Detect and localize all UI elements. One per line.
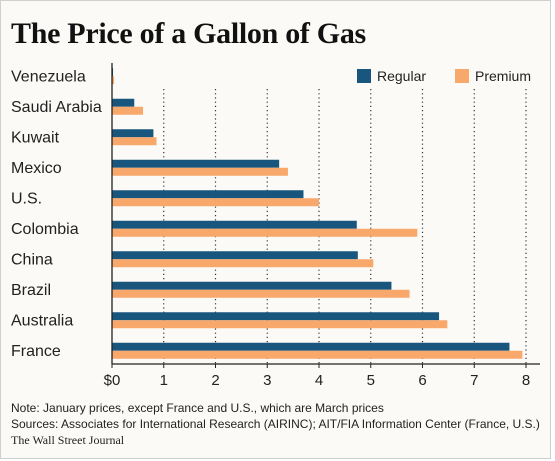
category-label: China — [11, 251, 53, 268]
bar-regular — [112, 220, 357, 229]
category-label: Mexico — [11, 160, 62, 177]
category-label: Kuwait — [11, 129, 60, 146]
bar-premium — [112, 106, 144, 115]
bar-regular — [112, 98, 135, 107]
category-label: Australia — [11, 312, 73, 329]
chart-title: The Price of a Gallon of Gas — [11, 17, 366, 50]
bar-premium — [112, 198, 319, 207]
bar-premium — [112, 320, 448, 329]
sources-text: Sources: Associates for International Re… — [11, 417, 540, 431]
category-label: Saudi Arabia — [11, 99, 102, 116]
bar-premium — [112, 259, 374, 268]
legend-swatch-premium — [455, 69, 469, 83]
category-label: Colombia — [11, 221, 79, 238]
x-tick-label: 1 — [160, 372, 168, 389]
credit-text: The Wall Street Journal — [11, 433, 125, 447]
bar-premium — [112, 137, 157, 146]
bar-regular — [112, 251, 358, 260]
legend-label-premium: Premium — [475, 68, 531, 84]
chart-notes: Note: January prices, except France and … — [11, 400, 540, 448]
bar-premium — [112, 289, 410, 298]
bar-regular — [112, 312, 440, 321]
bar-chart: Venezuela Saudi Arabia Kuwait Mexico U.S. Col… — [11, 63, 540, 389]
note-text: Note: January prices, except France and … — [11, 401, 384, 415]
x-tick-label: 6 — [418, 372, 426, 389]
x-tick-label: 8 — [522, 372, 530, 389]
bar-regular — [112, 159, 280, 168]
category-label: Brazil — [11, 282, 51, 299]
x-tick-label: 7 — [470, 372, 478, 389]
bar-premium — [112, 76, 115, 85]
bar-regular — [112, 190, 304, 199]
legend-swatch-regular — [357, 69, 371, 83]
bar-regular — [112, 129, 154, 138]
category-label: France — [11, 343, 61, 360]
x-tick-label: 2 — [211, 372, 219, 389]
category-label: U.S. — [11, 190, 42, 207]
x-tick-label: 5 — [367, 372, 375, 389]
x-tick-label: 4 — [315, 372, 323, 389]
bar-premium — [112, 167, 288, 176]
bar-premium — [112, 228, 418, 237]
bar-regular — [112, 281, 392, 290]
x-tick-label: 3 — [263, 372, 271, 389]
x-tick-label: $0 — [104, 372, 121, 389]
category-label: Venezuela — [11, 68, 86, 85]
legend-label-regular: Regular — [377, 68, 426, 84]
bar-regular — [112, 342, 510, 351]
bar-premium — [112, 350, 523, 359]
